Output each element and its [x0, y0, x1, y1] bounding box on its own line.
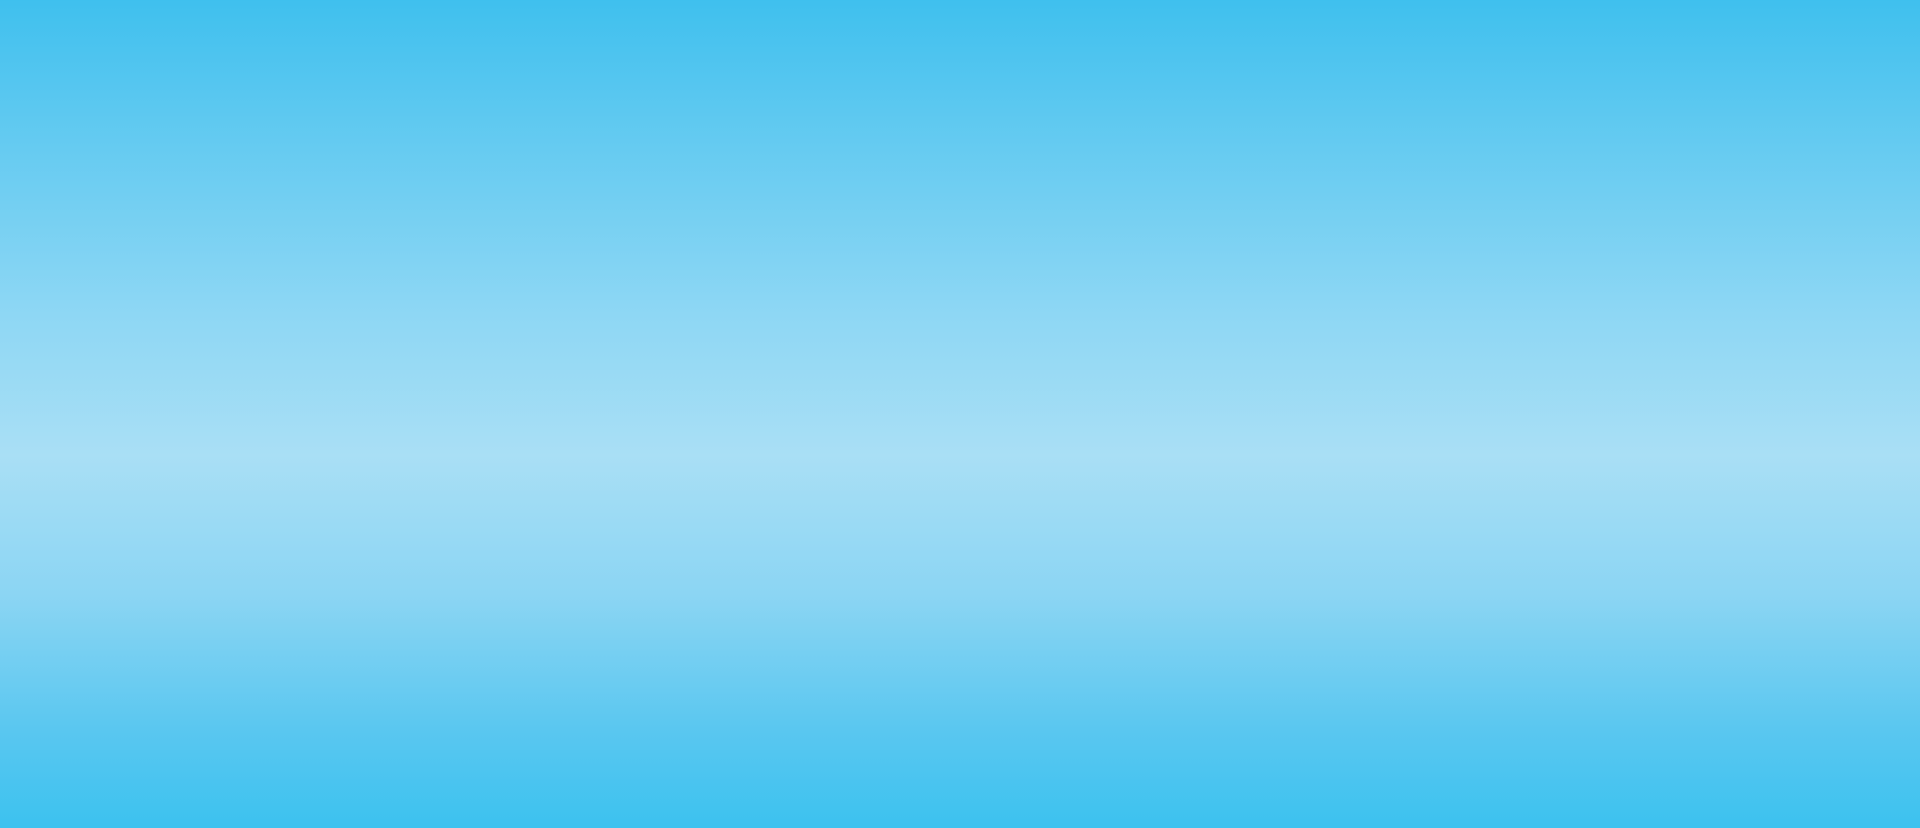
page-subtitle-wrap [0, 150, 1920, 168]
